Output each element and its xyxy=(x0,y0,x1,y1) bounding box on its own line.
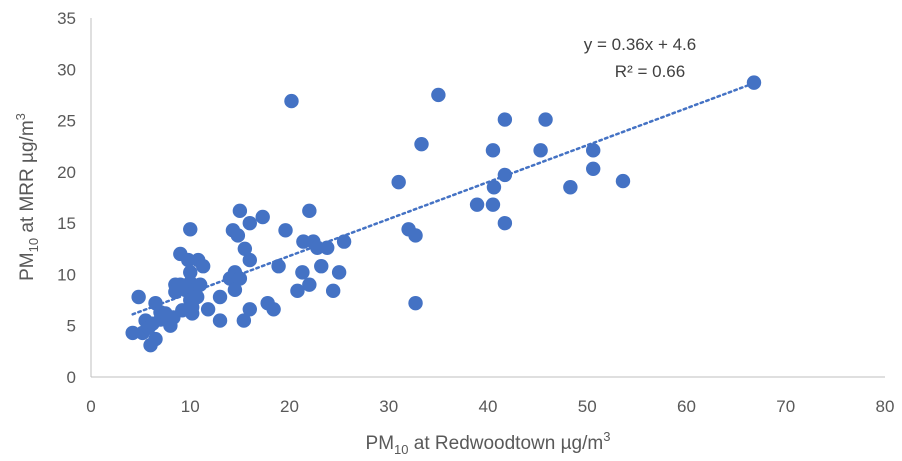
y-title-rest: at MRR µg/m xyxy=(17,120,38,238)
data-point xyxy=(314,259,329,274)
data-point xyxy=(212,313,228,328)
x-axis-title: PM10 at Redwoodtown µg/m3 xyxy=(366,429,611,457)
data-point xyxy=(255,209,270,225)
data-point xyxy=(242,252,257,268)
data-point xyxy=(148,331,163,347)
data-point xyxy=(192,277,208,292)
x-tick-label: 40 xyxy=(479,397,498,416)
data-point xyxy=(230,228,246,243)
y-tick-label: 0 xyxy=(67,368,76,387)
data-point xyxy=(615,173,631,189)
x-tick-label: 30 xyxy=(379,397,398,416)
data-points xyxy=(125,75,762,353)
data-point xyxy=(414,136,429,152)
data-point xyxy=(195,259,211,274)
data-point xyxy=(431,87,446,103)
data-point xyxy=(236,313,252,328)
data-point xyxy=(125,325,140,341)
data-point xyxy=(533,143,548,158)
data-point xyxy=(497,112,513,127)
data-point xyxy=(336,234,352,249)
y-tick-label: 35 xyxy=(57,9,76,28)
data-point xyxy=(302,277,317,292)
data-point xyxy=(325,283,341,299)
data-point xyxy=(408,295,423,311)
data-point xyxy=(586,161,601,176)
y-axis-title: PM10 at MRR µg/m3 xyxy=(13,113,41,281)
data-point xyxy=(538,112,553,127)
data-point xyxy=(290,283,305,299)
data-point xyxy=(296,234,311,249)
data-point xyxy=(242,215,257,231)
y-title-main: PM xyxy=(17,252,38,281)
data-point xyxy=(284,93,299,109)
x-tick-label: 0 xyxy=(86,397,95,416)
x-tick-labels: 0 10 20 30 40 50 60 70 80 xyxy=(86,397,894,416)
y-tick-label: 30 xyxy=(57,60,76,79)
data-point xyxy=(310,240,325,255)
data-point xyxy=(189,289,205,305)
data-point xyxy=(497,167,513,183)
data-point xyxy=(181,252,196,268)
x-tick-label: 20 xyxy=(280,397,299,416)
data-point xyxy=(227,282,243,298)
data-point xyxy=(486,180,502,195)
data-point xyxy=(212,289,228,305)
data-point xyxy=(232,203,248,219)
y-tick-label: 25 xyxy=(57,112,76,131)
data-point xyxy=(278,223,293,238)
x-title-rest: at Redwoodtown µg/m xyxy=(409,433,604,454)
data-point xyxy=(485,143,501,158)
trendline-equation: y = 0.36x + 4.6 xyxy=(584,35,696,54)
y-tick-labels: 0 5 10 15 20 25 30 35 xyxy=(57,9,76,387)
data-point xyxy=(469,197,485,212)
x-tick-label: 60 xyxy=(677,397,696,416)
y-title-sup: 3 xyxy=(13,113,28,120)
x-tick-label: 50 xyxy=(578,397,597,416)
data-point xyxy=(320,240,335,255)
x-title-sub: 10 xyxy=(394,442,408,457)
y-tick-label: 5 xyxy=(67,317,76,336)
data-point xyxy=(331,265,347,280)
y-title-sub: 10 xyxy=(26,238,41,252)
data-point xyxy=(131,289,146,305)
data-point xyxy=(242,302,257,317)
data-point xyxy=(271,259,286,274)
x-tick-label: 10 xyxy=(181,397,200,416)
y-tick-label: 20 xyxy=(57,163,76,182)
data-point xyxy=(295,265,310,280)
data-point xyxy=(237,241,253,256)
y-tick-label: 10 xyxy=(57,265,76,284)
data-point xyxy=(497,215,513,231)
data-point xyxy=(408,228,423,243)
data-point xyxy=(586,143,601,158)
y-tick-label: 15 xyxy=(57,214,76,233)
data-point xyxy=(232,271,248,286)
data-point xyxy=(183,222,198,237)
data-point xyxy=(485,197,501,212)
data-point xyxy=(266,302,281,317)
trendline-r-squared: R² = 0.66 xyxy=(615,62,685,81)
data-point xyxy=(183,265,198,280)
data-point xyxy=(302,203,317,219)
axes xyxy=(90,18,885,378)
data-point xyxy=(746,75,762,90)
x-tick-label: 70 xyxy=(776,397,795,416)
data-point xyxy=(391,174,406,190)
data-point xyxy=(200,302,216,317)
data-point xyxy=(563,180,578,195)
x-title-sup: 3 xyxy=(603,429,610,444)
x-tick-label: 80 xyxy=(876,397,895,416)
x-title-main: PM xyxy=(366,433,395,454)
